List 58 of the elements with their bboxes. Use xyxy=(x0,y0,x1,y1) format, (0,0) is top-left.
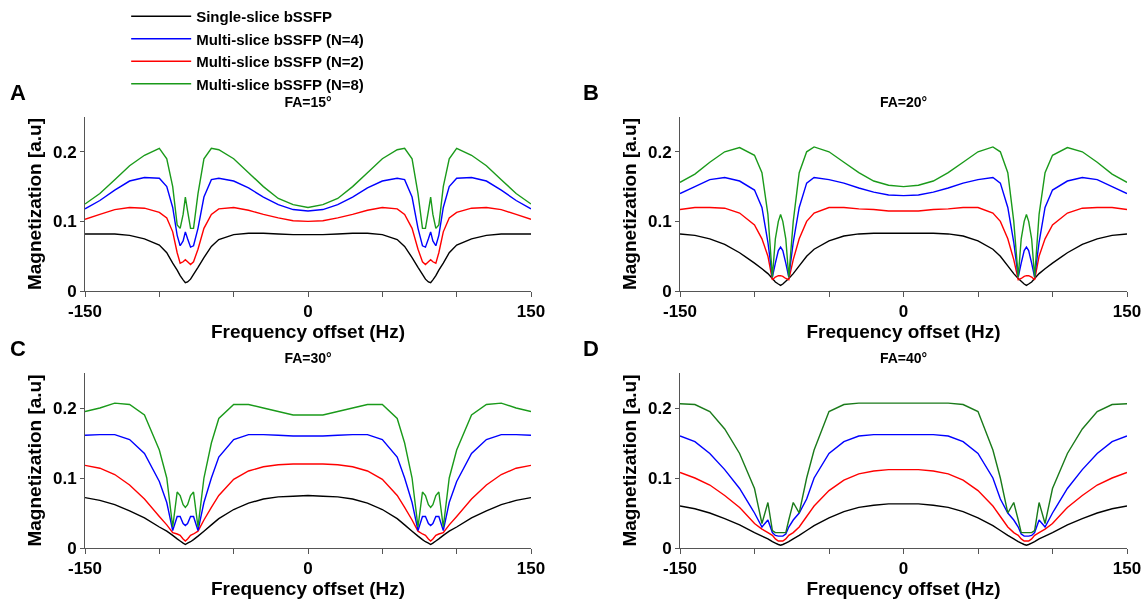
x-tick-label: -150 xyxy=(67,559,103,579)
line-series xyxy=(85,232,531,284)
y-axis-title: Magnetization [a.u] xyxy=(618,117,640,291)
text: B xyxy=(583,80,599,105)
y-tick-label: 0.1 xyxy=(647,212,672,232)
chart-title: FA=20° xyxy=(879,94,928,110)
x-tick-label: 0 xyxy=(898,302,909,322)
line-series xyxy=(680,402,1127,534)
y-tick-label: 0 xyxy=(67,281,77,301)
x-axis-title: Frequency offset (Hz) xyxy=(806,578,1001,600)
y-axis-title: Magnetization [a.u] xyxy=(23,374,45,547)
y-tick-label: 0.1 xyxy=(647,468,672,488)
text: D xyxy=(583,336,599,361)
line-series xyxy=(680,176,1127,278)
legend-label: Single-slice bSSFP xyxy=(196,8,333,26)
x-tick-label: 150 xyxy=(516,559,546,579)
line-series xyxy=(680,232,1127,287)
x-tick-label: 150 xyxy=(1112,302,1142,322)
x-tick-label: 0 xyxy=(303,559,313,579)
line-series xyxy=(85,147,531,230)
line-series xyxy=(680,146,1127,278)
y-tick-label: 0.2 xyxy=(52,142,77,162)
x-axis-title: Frequency offset (Hz) xyxy=(210,321,406,343)
y-tick-label: 0 xyxy=(67,538,77,558)
x-axis-title: Frequency offset (Hz) xyxy=(806,321,1001,343)
line-series xyxy=(85,433,531,532)
line-series xyxy=(680,468,1127,542)
y-tick-label: 0.2 xyxy=(647,398,672,418)
chart-title: FA=40° xyxy=(879,350,928,366)
x-tick-label: 0 xyxy=(303,302,313,322)
text: A xyxy=(10,80,26,105)
y-tick-label: 0 xyxy=(662,538,672,558)
y-tick-label: 0.2 xyxy=(647,142,672,162)
x-axis-title: Frequency offset (Hz) xyxy=(210,578,406,600)
text: C xyxy=(10,336,26,361)
line-series xyxy=(85,206,531,266)
legend-label: Multi-slice bSSFP (N=8) xyxy=(196,75,364,93)
chart-title: FA=30° xyxy=(284,350,332,366)
legend-label: Multi-slice bSSFP (N=2) xyxy=(196,53,364,71)
line-series xyxy=(85,463,531,542)
x-tick-label: -150 xyxy=(662,559,698,579)
line-series xyxy=(85,176,531,248)
y-tick-label: 0.1 xyxy=(52,212,77,232)
x-tick-label: 0 xyxy=(898,559,909,579)
line-series xyxy=(680,433,1127,537)
y-tick-label: 0 xyxy=(662,281,672,301)
x-tick-label: 150 xyxy=(1112,559,1142,579)
y-tick-label: 0.2 xyxy=(52,398,77,418)
y-tick-label: 0.1 xyxy=(52,468,77,488)
x-tick-label: 150 xyxy=(516,302,546,322)
y-axis-title: Magnetization [a.u] xyxy=(618,374,640,547)
legend-label: Multi-slice bSSFP (N=4) xyxy=(196,30,364,48)
chart-title: FA=15° xyxy=(284,94,332,110)
x-tick-label: -150 xyxy=(662,302,698,322)
x-tick-label: -150 xyxy=(67,302,103,322)
line-series xyxy=(680,206,1127,281)
line-series xyxy=(85,402,531,528)
y-axis-title: Magnetization [a.u] xyxy=(23,117,45,291)
